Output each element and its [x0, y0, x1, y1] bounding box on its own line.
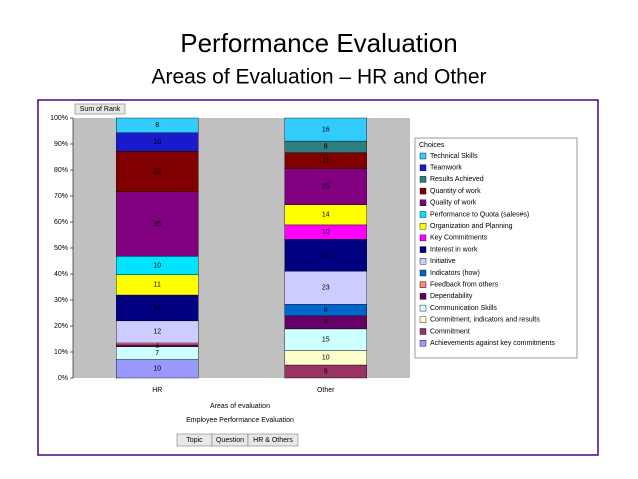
legend-swatch	[419, 281, 427, 288]
y-tick-label: 70%	[54, 193, 68, 200]
x-tick-label: Other	[317, 387, 335, 394]
legend-swatch	[419, 246, 427, 253]
bar-segment	[116, 117, 199, 133]
data-label: 1	[155, 343, 159, 350]
legend-label: Quantity of work	[430, 188, 481, 195]
data-label: 10	[153, 262, 161, 269]
data-label: 9	[324, 368, 328, 375]
legend-label: Initiative	[430, 258, 456, 265]
data-label: 12	[153, 329, 161, 336]
data-label: 11	[154, 282, 161, 289]
bar-segment	[284, 117, 367, 142]
data-label: 23	[322, 285, 330, 292]
legend-swatch	[419, 304, 427, 312]
y-tick-label: 60%	[54, 219, 68, 226]
data-label: 8	[324, 144, 328, 151]
bar-segment	[284, 239, 367, 272]
y-tick-label: 20%	[54, 323, 68, 330]
title: Performance Evaluation	[180, 28, 457, 58]
data-label: 14	[153, 305, 161, 312]
data-label: 10	[153, 139, 161, 146]
legend-label: Achievements against key commitments	[430, 340, 555, 347]
subtitle: Areas of Evaluation – HR and Other	[151, 66, 486, 89]
data-label: 25	[322, 183, 330, 190]
legend-swatch	[419, 328, 427, 335]
y-tick-label: 10%	[54, 349, 68, 356]
legend-swatch	[419, 222, 427, 230]
data-label: 1	[155, 341, 159, 348]
legend-label: Indicators (how)	[430, 270, 480, 277]
legend-swatch	[419, 176, 427, 183]
data-label: 10	[322, 229, 330, 236]
data-label: 7	[155, 350, 159, 357]
legend-label: Commitment	[430, 328, 470, 335]
field-button-label: Topic	[186, 437, 203, 444]
data-label: 16	[322, 126, 330, 133]
data-label: 11	[322, 157, 329, 164]
y-tick-label: 80%	[54, 167, 68, 174]
data-label: 10	[153, 366, 161, 373]
legend-label: Organization and Planning	[430, 223, 513, 230]
legend-swatch	[419, 152, 427, 160]
value-field: Sum of Rank	[80, 106, 121, 113]
y-tick-label: 30%	[54, 297, 68, 304]
legend	[414, 137, 578, 359]
bar-segment	[284, 270, 367, 305]
y-tick-label: 100%	[50, 115, 68, 122]
data-label: 8	[155, 122, 159, 129]
data-label: 14	[322, 212, 330, 219]
legend-label: Communication Skills	[430, 305, 497, 312]
y-tick-label: 50%	[54, 245, 68, 252]
field-button[interactable]	[74, 103, 126, 115]
legend-swatch	[419, 234, 427, 242]
x-axis-label: Areas of evaluation	[210, 403, 270, 410]
y-tick-label: 0%	[58, 375, 68, 382]
data-label: 22	[153, 168, 161, 175]
legend-label: Technical Skills	[430, 153, 478, 160]
field-button[interactable]	[247, 433, 299, 447]
bar-segment	[116, 191, 199, 257]
legend-title: Choices	[419, 142, 445, 149]
data-label: 8	[324, 307, 328, 314]
legend-swatch	[419, 258, 427, 265]
data-label: 22	[322, 252, 330, 259]
legend-swatch	[419, 187, 427, 195]
legend-swatch	[419, 269, 427, 277]
y-tick-label: 40%	[54, 271, 68, 278]
legend-swatch	[419, 199, 427, 207]
bar-segment	[284, 168, 367, 205]
page-field: Employee Performance Evaluation	[186, 417, 294, 424]
x-tick-label: HR	[152, 387, 162, 394]
legend-label: Dependability	[430, 293, 473, 300]
legend-label: Teamwork	[430, 165, 462, 172]
legend-swatch	[419, 211, 427, 218]
legend-swatch	[419, 164, 427, 171]
legend-label: Performance to Quota (sales#s)	[430, 211, 529, 218]
legend-label: Commitment, indicators and results	[430, 317, 540, 324]
legend-label: Results Achieved	[430, 176, 484, 183]
field-button-label: HR & Others	[253, 437, 293, 444]
data-label: 10	[322, 355, 330, 362]
legend-swatch	[419, 316, 427, 323]
bar-segment	[116, 294, 199, 322]
data-label: 35	[153, 221, 161, 228]
field-button-label: Question	[216, 437, 244, 444]
legend-label: Feedback from others	[430, 282, 499, 289]
bar-segment	[116, 150, 199, 192]
legend-swatch	[419, 293, 427, 300]
y-tick-label: 90%	[54, 141, 68, 148]
data-label: 9	[324, 319, 328, 326]
legend-label: Key Commitments	[430, 235, 488, 242]
legend-swatch	[419, 340, 427, 347]
legend-label: Quality of work	[430, 200, 477, 207]
data-label: 15	[322, 337, 330, 344]
legend-label: Interest in work	[430, 246, 478, 253]
